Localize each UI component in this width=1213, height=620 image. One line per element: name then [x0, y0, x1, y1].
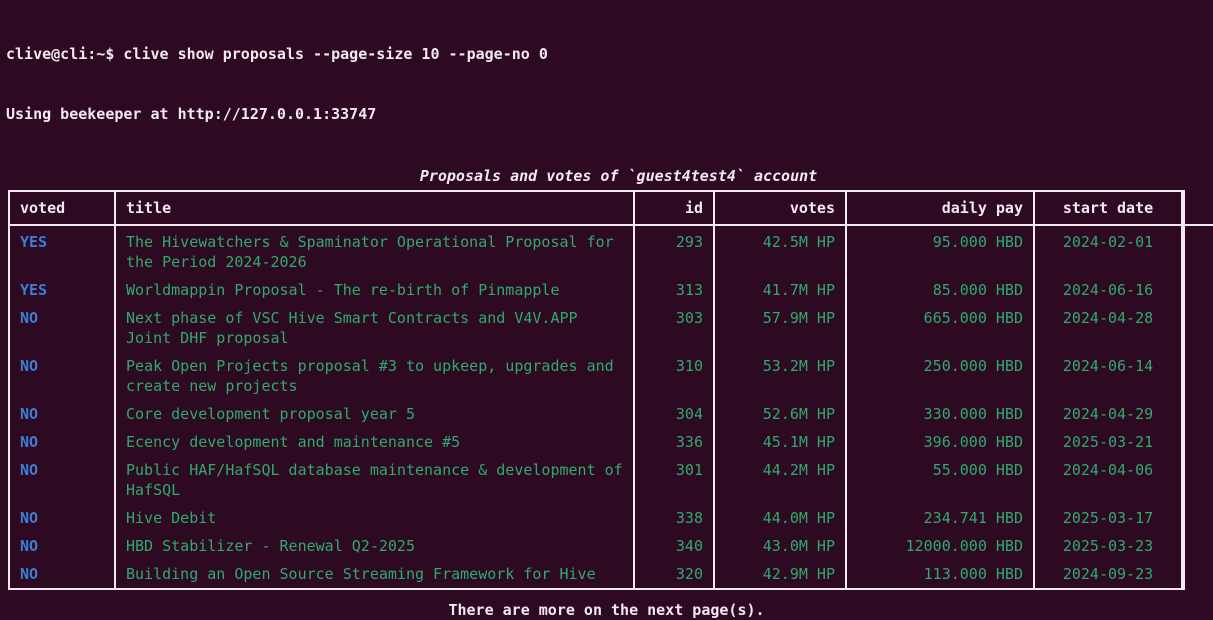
cell-start-date: 2024-04-28: [1033, 304, 1183, 352]
cell-id: 320: [633, 560, 715, 588]
cell-votes: 52.6M HP: [713, 400, 847, 428]
cell-title: Hive Debit: [114, 504, 635, 532]
cell-start-date: 2024-06-14: [1033, 352, 1183, 400]
cell-start-date: 2024-04-06: [1033, 456, 1183, 504]
table-row: NO Building an Open Source Streaming Fra…: [10, 560, 1213, 588]
cell-end-date: 2025-06-14: [1181, 352, 1213, 400]
cell-start-date: 2024-04-29: [1033, 400, 1183, 428]
cell-title: Public HAF/HafSQL database maintenance &…: [114, 456, 635, 504]
cell-daily-pay: 250.000 HBD: [845, 352, 1035, 400]
cell-voted: NO: [10, 428, 116, 456]
cell-voted: NO: [10, 400, 116, 428]
cell-voted: NO: [10, 304, 116, 352]
cell-end-date: 2026-07-31: [1181, 225, 1213, 276]
cell-title: Building an Open Source Streaming Framew…: [114, 560, 635, 588]
column-header-votes: votes: [713, 192, 847, 226]
cell-title: The Hivewatchers & Spaminator Operationa…: [114, 225, 635, 276]
cell-title: Peak Open Projects proposal #3 to upkeep…: [114, 352, 635, 400]
cell-voted: YES: [10, 225, 116, 276]
cell-end-date: 2025-09-23: [1181, 560, 1213, 588]
cell-id: 336: [633, 428, 715, 456]
cell-start-date: 2025-03-23: [1033, 532, 1183, 560]
cell-id: 303: [633, 304, 715, 352]
cell-start-date: 2025-03-21: [1033, 428, 1183, 456]
column-header-title: title: [114, 192, 635, 226]
cell-id: 340: [633, 532, 715, 560]
table-row: NO Next phase of VSC Hive Smart Contract…: [10, 304, 1213, 352]
cell-end-date: 2025-05-08: [1181, 304, 1213, 352]
table-row: NO Peak Open Projects proposal #3 to upk…: [10, 352, 1213, 400]
cell-id: 310: [633, 352, 715, 400]
cell-end-date: 2026-06-21: [1181, 428, 1213, 456]
cell-daily-pay: 95.000 HBD: [845, 225, 1035, 276]
cell-votes: 53.2M HP: [713, 352, 847, 400]
table-header-row: voted title id votes daily pay start dat…: [10, 192, 1213, 226]
cell-id: 338: [633, 504, 715, 532]
column-header-start-date: start date: [1033, 192, 1183, 226]
cell-daily-pay: 665.000 HBD: [845, 304, 1035, 352]
table-row: YES Worldmappin Proposal - The re-birth …: [10, 276, 1213, 304]
cell-daily-pay: 12000.000 HBD: [845, 532, 1035, 560]
cell-daily-pay: 396.000 HBD: [845, 428, 1035, 456]
column-header-daily-pay: daily pay: [845, 192, 1035, 226]
table-head: voted title id votes daily pay start dat…: [10, 192, 1213, 226]
cell-votes: 41.7M HP: [713, 276, 847, 304]
cell-voted: NO: [10, 352, 116, 400]
cell-daily-pay: 113.000 HBD: [845, 560, 1035, 588]
cell-end-date: 2025-04-30: [1181, 400, 1213, 428]
column-header-id: id: [633, 192, 715, 226]
cell-end-date: 2025-04-05: [1181, 456, 1213, 504]
pagination-footer-text: There are more on the next page(s).: [448, 601, 765, 619]
cell-votes: 43.0M HP: [713, 532, 847, 560]
cell-voted: NO: [10, 456, 116, 504]
cell-votes: 57.9M HP: [713, 304, 847, 352]
proposals-table: voted title id votes daily pay start dat…: [10, 192, 1213, 588]
cell-title: Next phase of VSC Hive Smart Contracts a…: [114, 304, 635, 352]
column-header-voted: voted: [10, 192, 116, 226]
table-row: NO HBD Stabilizer - Renewal Q2-2025 340 …: [10, 532, 1213, 560]
command-output-block: clive@cli:~$ clive show proposals --page…: [0, 0, 1213, 164]
beekeeper-info-line: Using beekeeper at http://127.0.0.1:3374…: [6, 105, 377, 123]
cell-daily-pay: 234.741 HBD: [845, 504, 1035, 532]
cell-start-date: 2024-09-23: [1033, 560, 1183, 588]
cell-votes: 44.0M HP: [713, 504, 847, 532]
cell-voted: NO: [10, 560, 116, 588]
table-title: Proposals and votes of `guest4test4` acc…: [419, 167, 818, 185]
table-row: NO Ecency development and maintenance #5…: [10, 428, 1213, 456]
table-row: NO Public HAF/HafSQL database maintenanc…: [10, 456, 1213, 504]
cell-votes: 44.2M HP: [713, 456, 847, 504]
column-header-end-date: end date: [1181, 192, 1213, 226]
table-body: YES The Hivewatchers & Spaminator Operat…: [10, 225, 1213, 588]
cell-votes: 45.1M HP: [713, 428, 847, 456]
shell-prompt-line: clive@cli:~$ clive show proposals --page…: [6, 45, 548, 63]
cell-end-date: 2025-05-23: [1181, 532, 1213, 560]
table-row: YES The Hivewatchers & Spaminator Operat…: [10, 225, 1213, 276]
cell-votes: 42.5M HP: [713, 225, 847, 276]
table-row: NO Hive Debit 338 44.0M HP 234.741 HBD 2…: [10, 504, 1213, 532]
cell-start-date: 2024-02-01: [1033, 225, 1183, 276]
cell-daily-pay: 330.000 HBD: [845, 400, 1035, 428]
cell-voted: NO: [10, 504, 116, 532]
proposals-table-container: voted title id votes daily pay start dat…: [8, 190, 1213, 590]
cell-voted: YES: [10, 276, 116, 304]
cell-id: 313: [633, 276, 715, 304]
cell-start-date: 2024-06-16: [1033, 276, 1183, 304]
cell-id: 293: [633, 225, 715, 276]
cell-title: Core development proposal year 5: [114, 400, 635, 428]
cell-end-date: 2025-10-16: [1181, 504, 1213, 532]
cell-start-date: 2025-03-17: [1033, 504, 1183, 532]
cell-title: HBD Stabilizer - Renewal Q2-2025: [114, 532, 635, 560]
cell-title: Worldmappin Proposal - The re-birth of P…: [114, 276, 635, 304]
cell-id: 301: [633, 456, 715, 504]
cell-daily-pay: 55.000 HBD: [845, 456, 1035, 504]
cell-daily-pay: 85.000 HBD: [845, 276, 1035, 304]
cell-votes: 42.9M HP: [713, 560, 847, 588]
table-row: NO Core development proposal year 5 304 …: [10, 400, 1213, 428]
cell-end-date: 2025-06-15: [1181, 276, 1213, 304]
cell-id: 304: [633, 400, 715, 428]
cell-title: Ecency development and maintenance #5: [114, 428, 635, 456]
cell-voted: NO: [10, 532, 116, 560]
